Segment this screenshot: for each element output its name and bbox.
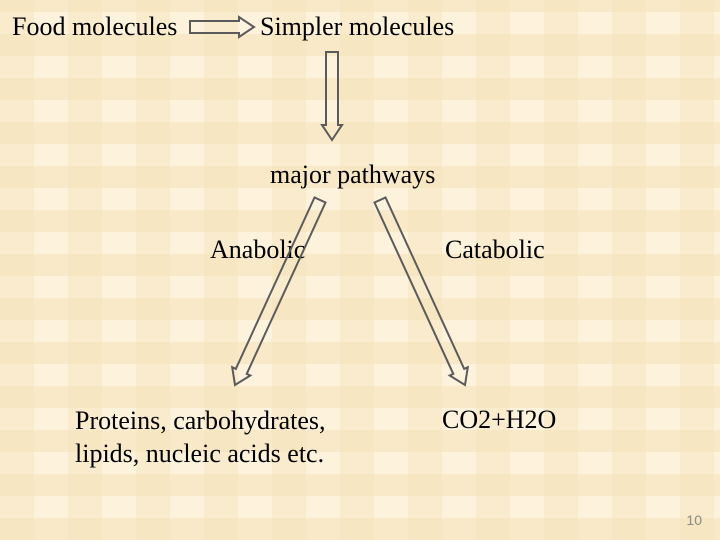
arrow-shape	[375, 198, 468, 386]
arrow-pathways-to-catabolic	[0, 0, 720, 540]
page-number: 10	[686, 512, 702, 528]
